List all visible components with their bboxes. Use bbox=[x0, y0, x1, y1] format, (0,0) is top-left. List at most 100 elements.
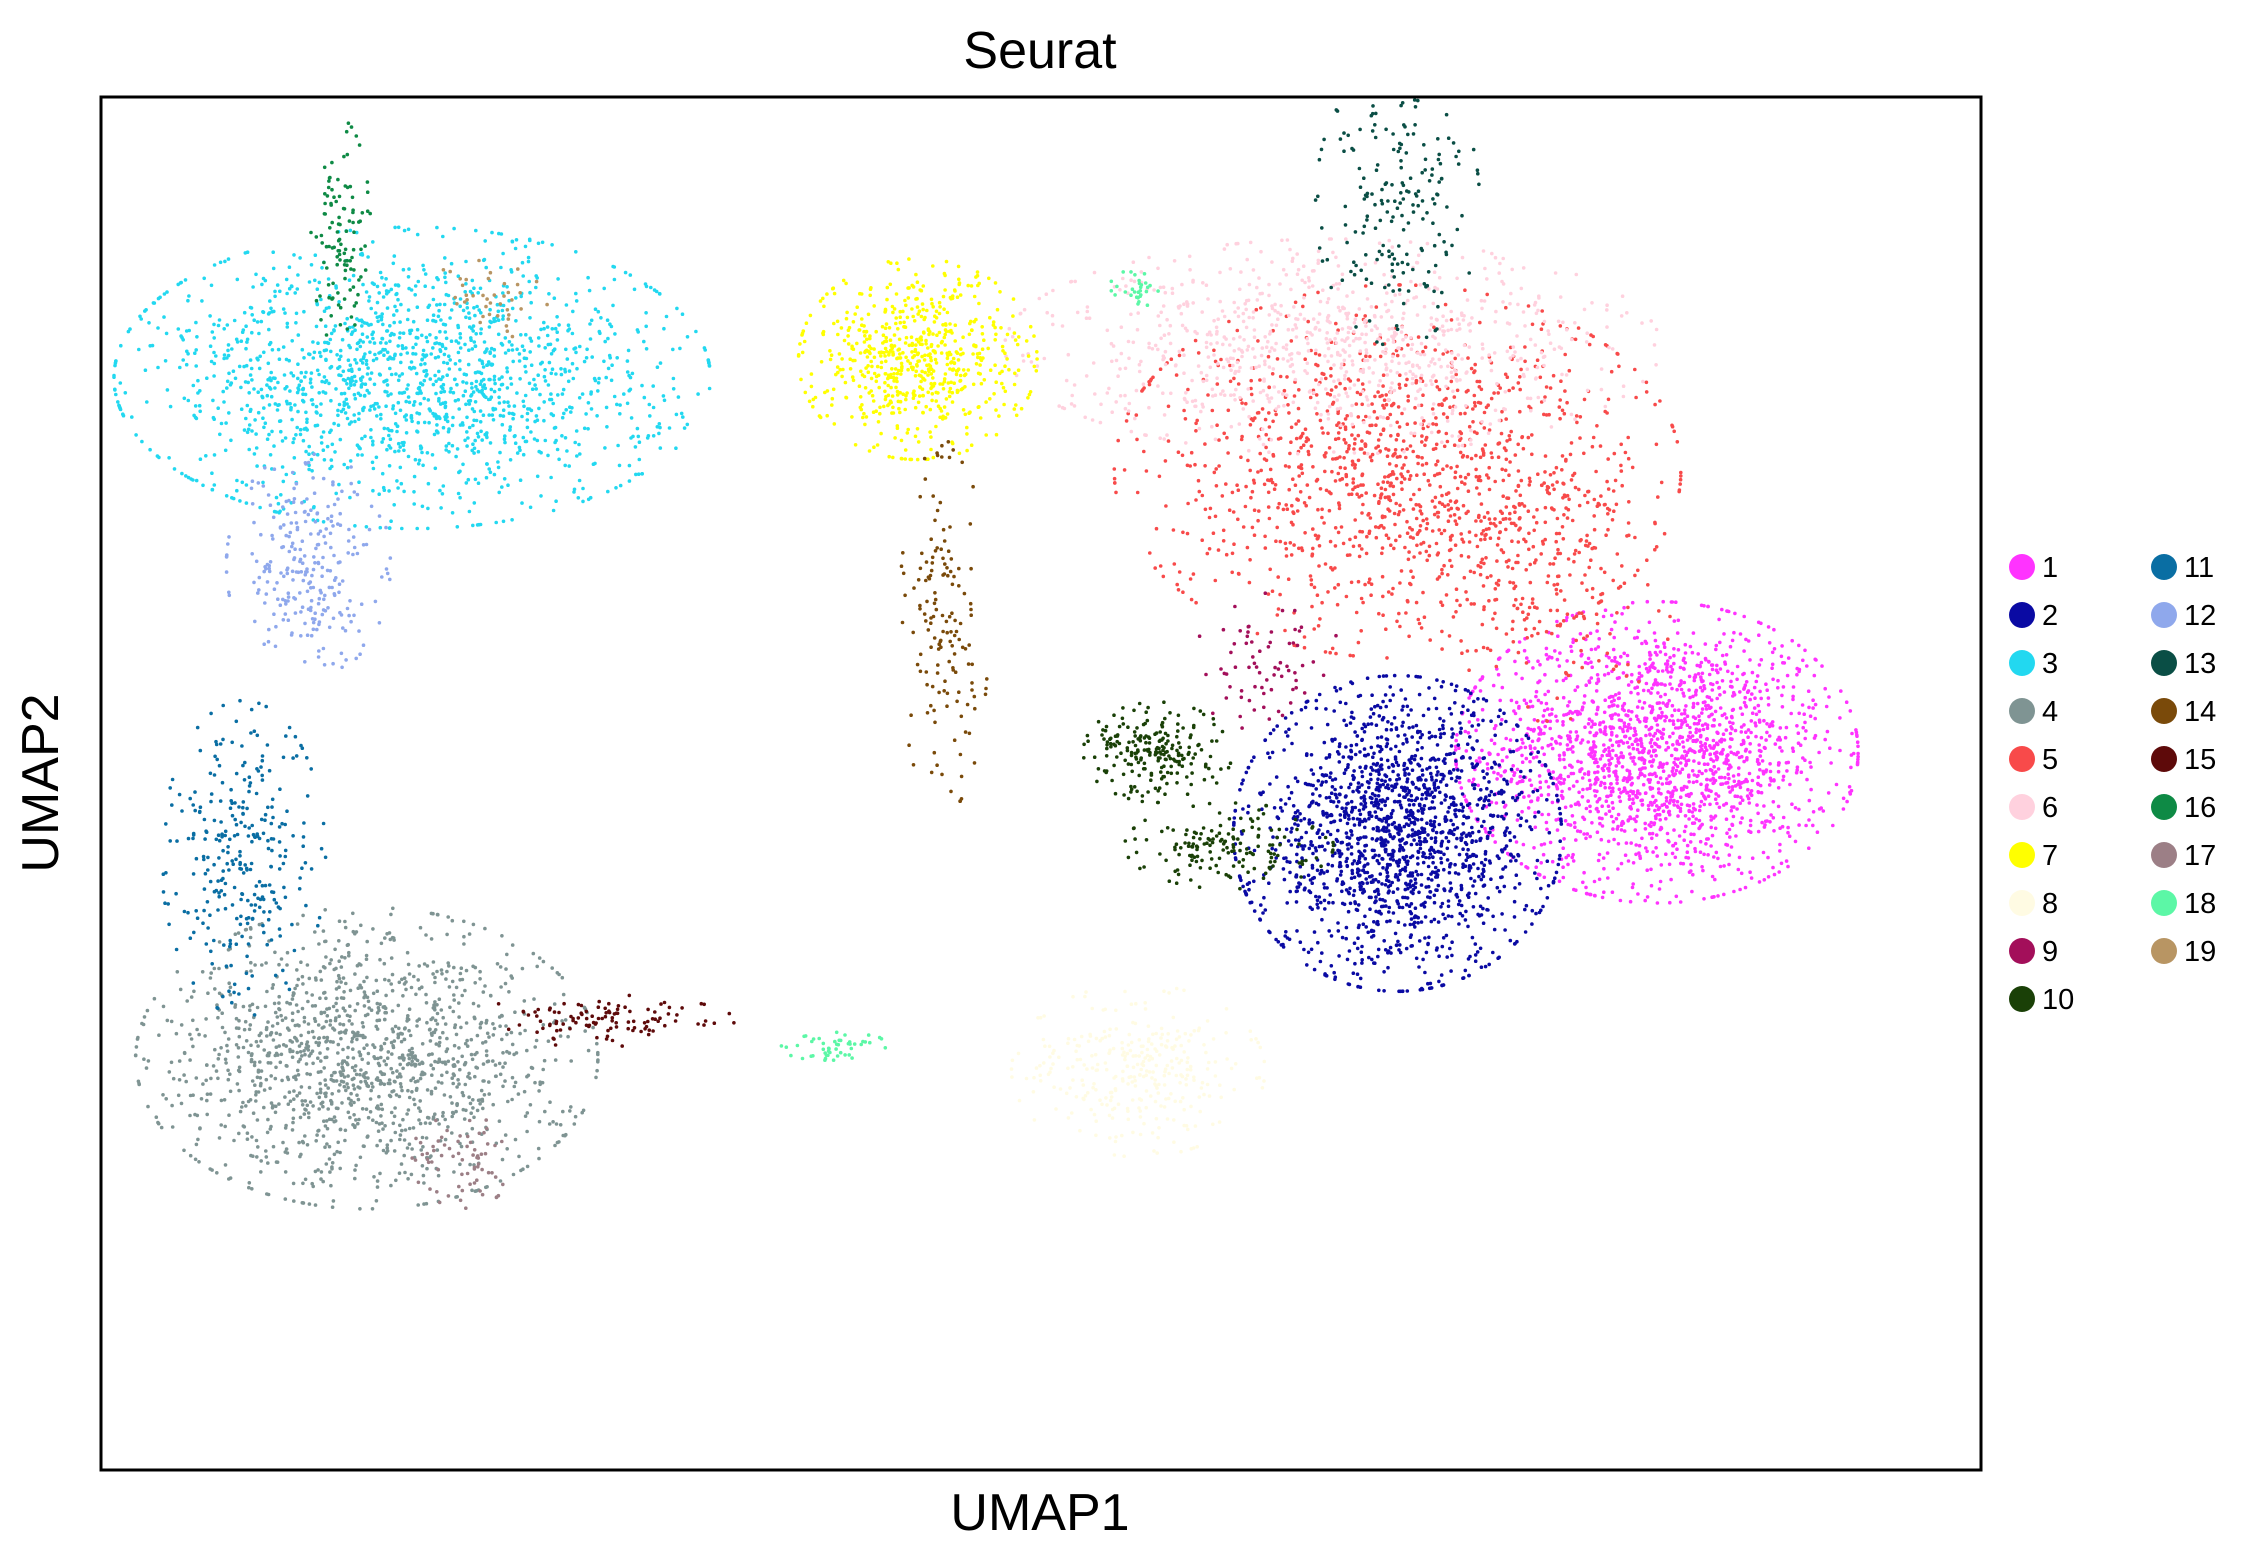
data-point bbox=[1754, 724, 1758, 728]
data-point bbox=[1742, 614, 1746, 619]
data-point bbox=[296, 386, 300, 390]
data-point bbox=[1684, 824, 1688, 829]
data-point bbox=[1352, 875, 1357, 880]
data-point bbox=[1522, 698, 1527, 702]
data-point bbox=[1423, 915, 1428, 919]
data-point bbox=[559, 367, 563, 371]
data-point bbox=[347, 386, 351, 391]
data-point bbox=[1503, 865, 1508, 869]
data-point bbox=[635, 328, 640, 332]
data-point bbox=[1808, 760, 1812, 765]
data-point bbox=[1361, 868, 1365, 873]
data-point bbox=[282, 373, 287, 377]
data-point bbox=[1602, 866, 1606, 871]
data-point bbox=[1471, 777, 1476, 782]
data-point bbox=[371, 358, 376, 363]
data-point bbox=[1823, 737, 1827, 742]
data-point bbox=[1718, 706, 1723, 710]
data-point bbox=[1456, 902, 1461, 907]
data-point bbox=[1655, 701, 1660, 705]
data-point bbox=[501, 314, 506, 318]
data-point bbox=[1498, 698, 1502, 703]
data-point bbox=[1374, 814, 1379, 819]
data-point bbox=[1565, 747, 1570, 752]
data-point bbox=[1561, 678, 1566, 683]
data-point bbox=[425, 372, 429, 377]
data-point bbox=[1682, 694, 1686, 698]
data-point bbox=[1707, 659, 1711, 664]
data-point bbox=[1456, 768, 1460, 772]
data-point bbox=[1692, 759, 1696, 763]
data-point bbox=[1371, 711, 1376, 716]
data-point bbox=[474, 384, 478, 389]
data-point bbox=[1353, 961, 1357, 966]
data-point bbox=[1644, 716, 1649, 721]
data-point bbox=[357, 480, 361, 485]
data-point bbox=[1428, 981, 1433, 986]
data-point bbox=[288, 389, 292, 393]
data-point bbox=[1785, 673, 1790, 678]
data-point bbox=[1249, 759, 1254, 763]
data-point bbox=[497, 490, 502, 495]
data-point bbox=[1382, 816, 1386, 821]
data-point bbox=[1658, 694, 1663, 699]
data-point bbox=[1675, 847, 1679, 851]
data-point bbox=[138, 314, 142, 319]
data-point bbox=[307, 280, 312, 284]
data-point bbox=[1417, 965, 1421, 969]
data-point bbox=[1634, 737, 1639, 741]
data-point bbox=[1333, 777, 1338, 781]
data-point bbox=[1742, 723, 1746, 727]
data-point bbox=[1576, 800, 1580, 805]
data-point bbox=[1700, 689, 1705, 693]
data-point bbox=[1355, 734, 1360, 738]
data-point bbox=[1715, 801, 1719, 806]
data-point bbox=[1487, 793, 1492, 798]
data-point bbox=[1545, 859, 1550, 863]
data-point bbox=[1483, 849, 1488, 854]
data-point bbox=[1314, 698, 1319, 703]
data-point bbox=[1286, 784, 1290, 789]
data-point bbox=[1464, 842, 1469, 847]
data-point bbox=[385, 306, 390, 310]
data-point bbox=[644, 284, 649, 289]
data-point bbox=[357, 417, 361, 422]
data-point bbox=[368, 408, 372, 412]
data-point bbox=[371, 442, 375, 447]
data-point bbox=[1600, 895, 1605, 900]
data-point bbox=[442, 360, 446, 365]
data-point bbox=[1362, 753, 1367, 758]
data-point bbox=[227, 371, 231, 376]
data-point bbox=[1360, 961, 1364, 965]
data-point bbox=[1379, 841, 1383, 846]
data-point bbox=[351, 273, 356, 278]
data-point bbox=[1644, 733, 1648, 738]
data-point bbox=[389, 519, 393, 523]
data-point bbox=[1704, 658, 1708, 662]
data-point bbox=[1570, 711, 1575, 715]
data-point bbox=[117, 404, 122, 409]
data-point bbox=[1771, 800, 1776, 804]
data-point bbox=[1537, 760, 1542, 764]
data-point bbox=[524, 370, 528, 374]
data-point bbox=[1589, 725, 1594, 729]
data-point bbox=[1405, 780, 1409, 784]
data-point bbox=[1625, 768, 1629, 773]
data-point bbox=[1511, 855, 1516, 859]
data-point bbox=[1359, 950, 1364, 954]
data-point bbox=[1417, 692, 1422, 697]
data-point bbox=[1676, 805, 1681, 810]
data-point bbox=[1418, 846, 1423, 851]
data-point bbox=[1638, 792, 1642, 796]
data-point bbox=[1391, 890, 1396, 894]
data-point bbox=[391, 356, 396, 361]
data-point bbox=[1530, 704, 1535, 709]
data-point bbox=[515, 451, 520, 455]
data-point bbox=[1345, 842, 1350, 847]
data-point bbox=[1391, 693, 1395, 697]
data-point bbox=[1581, 880, 1585, 885]
data-point bbox=[1351, 893, 1356, 898]
data-point bbox=[1533, 814, 1537, 819]
data-point bbox=[1496, 771, 1500, 776]
data-point bbox=[1579, 760, 1583, 765]
